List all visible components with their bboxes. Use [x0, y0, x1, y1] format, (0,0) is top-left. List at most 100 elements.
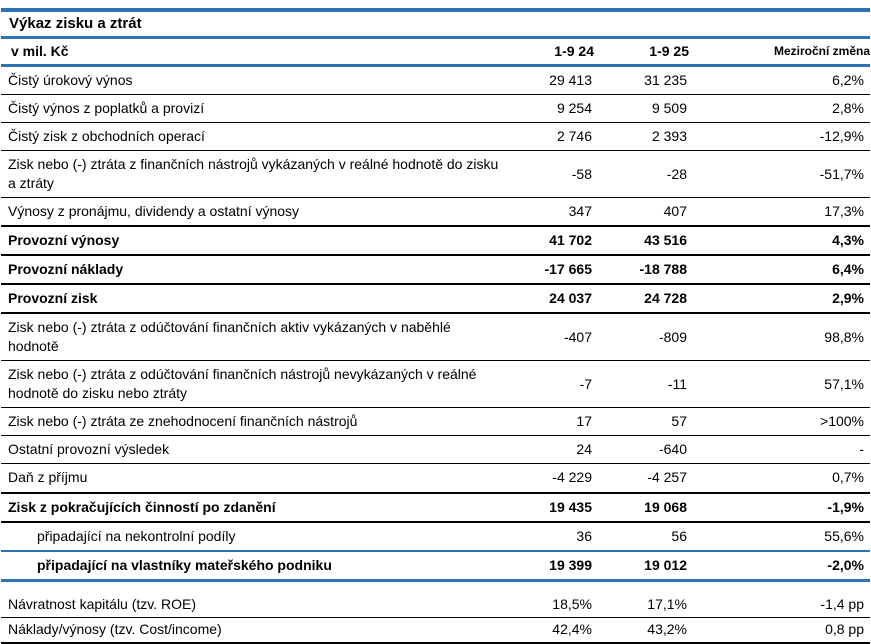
table-row: Zisk nebo (-) ztráta ze znehodnocení fin… — [1, 407, 870, 437]
row-value-period-2: 19 012 — [594, 550, 689, 582]
row-value-period-2: 407 — [594, 197, 689, 228]
row-label: Náklady/výnosy (tzv. Cost/income) — [1, 617, 501, 644]
row-value-period-1: 18,5% — [501, 592, 594, 618]
row-label: Zisk nebo (-) ztráta ze znehodnocení fin… — [1, 407, 501, 437]
table-row: Zisk nebo (-) ztráta z odúčtování finanč… — [1, 360, 870, 409]
row-value-change: -12,9% — [689, 122, 870, 152]
row-value-period-1: -407 — [501, 313, 594, 362]
row-label: Provozní zisk — [1, 284, 501, 315]
row-label: Zisk nebo (-) ztráta z odúčtování finanč… — [1, 360, 501, 409]
row-value-period-1: 17 — [501, 407, 594, 437]
row-value-period-1: 41 702 — [501, 226, 594, 257]
row-value-period-1: 24 — [501, 435, 594, 465]
row-value-period-1: 9 254 — [501, 94, 594, 124]
table-row: Návratnost kapitálu (tzv. ROE) 18,5% 17,… — [1, 592, 870, 618]
table-row: připadající na nekontrolní podíly 36 56 … — [1, 521, 870, 552]
table-row: Provozní zisk 24 037 24 728 2,9% — [1, 284, 870, 315]
row-label: Provozní náklady — [1, 255, 501, 286]
row-value-change: 0,8 pp — [689, 617, 870, 644]
table-header-row: v mil. Kč 1-9 24 1-9 25 Meziroční změna — [1, 37, 870, 67]
row-label: Provozní výnosy — [1, 226, 501, 257]
row-value-change: -1,4 pp — [689, 592, 870, 618]
table-row: připadající na vlastníky mateřského podn… — [1, 550, 870, 582]
table-row: Provozní náklady -17 665 -18 788 6,4% — [1, 255, 870, 286]
table-row: Ostatní provozní výsledek 24 -640 - — [1, 435, 870, 465]
row-value-period-2: 2 393 — [594, 122, 689, 152]
row-value-period-2: 56 — [594, 521, 689, 552]
row-value-change: 6,2% — [689, 65, 870, 96]
unit-label: v mil. Kč — [1, 37, 501, 67]
table-title: Výkaz zisku a ztrát — [1, 10, 870, 39]
row-value-period-2: 31 235 — [594, 65, 689, 96]
row-label: Čistý úrokový výnos — [1, 65, 501, 96]
row-value-period-2: 19 068 — [594, 492, 689, 523]
row-value-change: 98,8% — [689, 313, 870, 362]
row-value-period-2: 43,2% — [594, 617, 689, 644]
row-value-period-2: 17,1% — [594, 592, 689, 618]
profit-loss-table: Výkaz zisku a ztrát v mil. Kč 1-9 24 1-9… — [1, 8, 870, 644]
row-value-period-2: -18 788 — [594, 255, 689, 286]
row-value-change: 57,1% — [689, 360, 870, 409]
row-value-period-1: -17 665 — [501, 255, 594, 286]
row-value-period-2: -28 — [594, 150, 689, 199]
column-header-change: Meziroční změna — [689, 37, 870, 67]
row-value-change: 6,4% — [689, 255, 870, 286]
row-label: Daň z příjmu — [1, 463, 501, 494]
table-row: Daň z příjmu -4 229 -4 257 0,7% — [1, 463, 870, 494]
row-label: Návratnost kapitálu (tzv. ROE) — [1, 592, 501, 618]
table-title-row: Výkaz zisku a ztrát — [1, 10, 870, 39]
table-row: Výnosy z pronájmu, dividendy a ostatní v… — [1, 197, 870, 228]
row-label: připadající na vlastníky mateřského podn… — [1, 550, 501, 582]
row-label: Čistý výnos z poplatků a provizí — [1, 94, 501, 124]
table-row: Čistý výnos z poplatků a provizí 9 254 9… — [1, 94, 870, 124]
row-value-period-2: -4 257 — [594, 463, 689, 494]
row-label: Výnosy z pronájmu, dividendy a ostatní v… — [1, 197, 501, 228]
row-value-period-1: -58 — [501, 150, 594, 199]
row-value-period-2: -11 — [594, 360, 689, 409]
row-value-change: -1,9% — [689, 492, 870, 523]
row-label: Zisk nebo (-) ztráta z finančních nástro… — [1, 150, 501, 199]
row-label: Ostatní provozní výsledek — [1, 435, 501, 465]
row-value-change: - — [689, 435, 870, 465]
row-label: Čistý zisk z obchodních operací — [1, 122, 501, 152]
row-value-period-1: 36 — [501, 521, 594, 552]
row-value-period-2: -640 — [594, 435, 689, 465]
row-value-period-2: 43 516 — [594, 226, 689, 257]
row-value-period-1: -7 — [501, 360, 594, 409]
row-value-change: 55,6% — [689, 521, 870, 552]
row-value-change: 2,9% — [689, 284, 870, 315]
column-header-period-1: 1-9 24 — [501, 37, 594, 67]
row-value-period-1: -4 229 — [501, 463, 594, 494]
row-value-change: 0,7% — [689, 463, 870, 494]
row-value-change: 2,8% — [689, 94, 870, 124]
table-row: Čistý zisk z obchodních operací 2 746 2 … — [1, 122, 870, 152]
row-value-period-1: 2 746 — [501, 122, 594, 152]
row-value-period-2: 9 509 — [594, 94, 689, 124]
row-value-period-2: 57 — [594, 407, 689, 437]
row-value-period-1: 19 399 — [501, 550, 594, 582]
row-label: Zisk nebo (-) ztráta z odúčtování finanč… — [1, 313, 501, 362]
row-value-period-1: 29 413 — [501, 65, 594, 96]
row-value-change: -2,0% — [689, 550, 870, 582]
row-value-period-1: 347 — [501, 197, 594, 228]
row-value-change: 4,3% — [689, 226, 870, 257]
row-value-change: 17,3% — [689, 197, 870, 228]
table-row: Zisk nebo (-) ztráta z odúčtování finanč… — [1, 313, 870, 362]
table-row: Náklady/výnosy (tzv. Cost/income) 42,4% … — [1, 617, 870, 644]
row-label: Zisk z pokračujících činností po zdanění — [1, 492, 501, 523]
row-value-period-1: 42,4% — [501, 617, 594, 644]
table-row: Čistý úrokový výnos 29 413 31 235 6,2% — [1, 65, 870, 96]
column-header-period-2: 1-9 25 — [594, 37, 689, 67]
row-value-change: -51,7% — [689, 150, 870, 199]
table-body: Čistý úrokový výnos 29 413 31 235 6,2% Č… — [1, 65, 870, 644]
row-value-period-2: 24 728 — [594, 284, 689, 315]
row-label: připadající na nekontrolní podíly — [1, 521, 501, 552]
row-value-change: >100% — [689, 407, 870, 437]
row-value-period-2: -809 — [594, 313, 689, 362]
table-row: Zisk nebo (-) ztráta z finančních nástro… — [1, 150, 870, 199]
table-row: Zisk z pokračujících činností po zdanění… — [1, 492, 870, 523]
table-row: Provozní výnosy 41 702 43 516 4,3% — [1, 226, 870, 257]
row-value-period-1: 24 037 — [501, 284, 594, 315]
row-value-period-1: 19 435 — [501, 492, 594, 523]
